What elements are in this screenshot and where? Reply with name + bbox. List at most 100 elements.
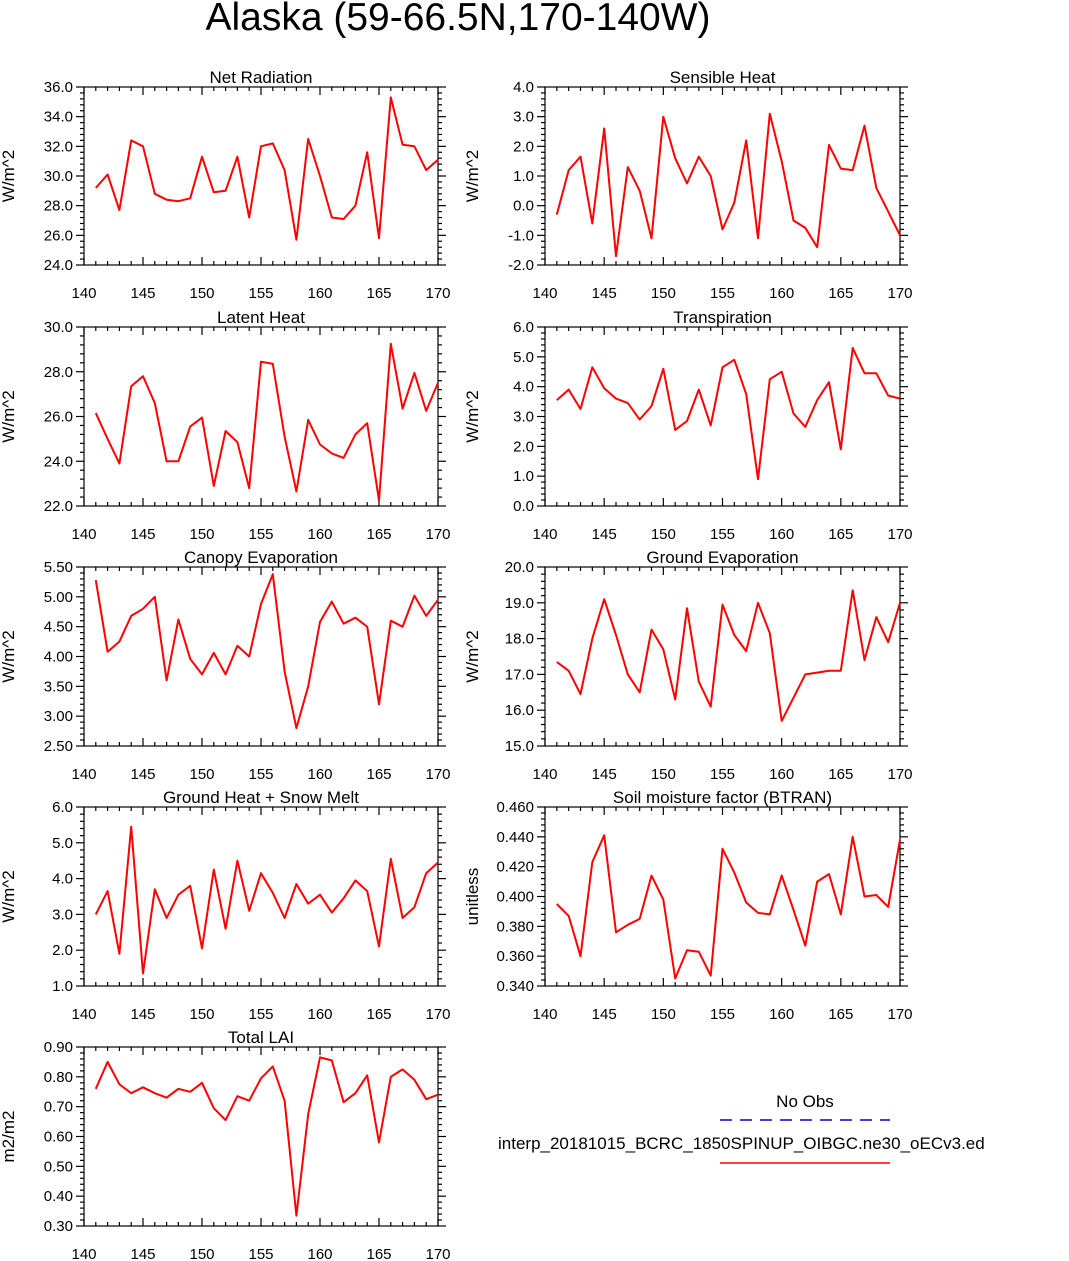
x-tick-label: 165 [828, 526, 853, 543]
x-tick-label: 150 [651, 1006, 676, 1023]
y-tick-label: 6.0 [52, 799, 73, 816]
x-tick-label: 145 [592, 766, 617, 783]
y-tick-label: 2.50 [44, 738, 73, 755]
x-tick-label: 160 [769, 766, 794, 783]
x-tick-label: 150 [189, 1006, 214, 1023]
x-tick-label: 160 [307, 526, 332, 543]
y-tick-label: 0.80 [44, 1069, 73, 1086]
y-axis-label: W/m^2 [0, 390, 18, 442]
x-tick-label: 165 [366, 1006, 391, 1023]
x-tick-label: 155 [248, 1006, 273, 1023]
y-tick-label: 4.0 [513, 79, 534, 96]
x-tick-label: 170 [425, 766, 450, 783]
y-tick-label: 28.0 [44, 198, 73, 215]
x-tick-label: 150 [651, 526, 676, 543]
y-tick-label: 3.0 [513, 409, 534, 426]
y-axis-label: W/m^2 [0, 150, 18, 202]
y-tick-label: 15.0 [505, 738, 534, 755]
y-tick-label: 0.40 [44, 1188, 73, 1205]
y-tick-label: 0.460 [496, 799, 534, 816]
x-tick-label: 170 [887, 766, 912, 783]
y-tick-label: 1.0 [52, 978, 73, 995]
y-tick-label: 0.0 [513, 498, 534, 515]
x-tick-label: 150 [189, 526, 214, 543]
plot-frame [83, 1046, 439, 1227]
x-tick-label: 140 [71, 285, 96, 302]
y-tick-label: 0.60 [44, 1129, 73, 1146]
series-line-model [94, 825, 439, 975]
y-tick-label: 2.0 [52, 942, 73, 959]
x-tick-label: 145 [592, 285, 617, 302]
y-tick-label: 0.90 [44, 1039, 73, 1056]
y-tick-label: 2.0 [513, 438, 534, 455]
y-tick-label: 4.0 [513, 379, 534, 396]
series-line-model [95, 96, 439, 241]
y-tick-label: 0.50 [44, 1158, 73, 1175]
y-tick-label: 5.0 [513, 349, 534, 366]
y-axis-label: m2/m2 [0, 1111, 18, 1163]
x-tick-label: 170 [887, 526, 912, 543]
y-tick-label: 16.0 [505, 702, 534, 719]
series-line-model [556, 346, 901, 481]
y-tick-label: 3.50 [44, 678, 73, 695]
y-axis-label: W/m^2 [463, 150, 482, 202]
panel-sensible-heat: Sensible Heat 140 145 150 155 160 165 170 -2.0 -1… [463, 68, 913, 302]
x-tick-label: 145 [130, 1006, 155, 1023]
x-tick-label: 145 [130, 766, 155, 783]
series-line-model [94, 342, 439, 502]
y-tick-label: 0.380 [496, 918, 534, 935]
x-tick-label: 155 [710, 526, 735, 543]
x-tick-label: 150 [651, 766, 676, 783]
y-tick-label: 24.0 [44, 257, 73, 274]
panel-ground-evaporation: Ground Evaporation 140 145 150 155 160 165 170 1… [463, 548, 913, 783]
panel-net-radiation: Net Radiation 140 145 150 155 160 165 170 24.0 26… [0, 68, 451, 302]
y-axis-label: W/m^2 [0, 630, 18, 682]
y-tick-label: 32.0 [44, 138, 73, 155]
y-tick-label: 0.440 [496, 829, 534, 846]
y-tick-label: 24.0 [44, 453, 73, 470]
y-tick-label: 3.0 [52, 906, 73, 923]
y-tick-label: 18.0 [505, 631, 534, 648]
x-tick-label: 170 [887, 1006, 912, 1023]
x-tick-label: 160 [769, 1006, 794, 1023]
panel-title: Sensible Heat [670, 68, 776, 87]
x-tick-label: 140 [71, 1006, 96, 1023]
y-tick-label: 6.0 [513, 319, 534, 336]
plot-frame [544, 326, 901, 507]
x-tick-label: 155 [248, 766, 273, 783]
x-tick-label: 155 [710, 1006, 735, 1023]
x-tick-label: 150 [651, 285, 676, 302]
y-tick-label: 2.0 [513, 138, 534, 155]
x-tick-label: 140 [71, 526, 96, 543]
series-line-model [556, 589, 901, 722]
x-tick-label: 165 [828, 766, 853, 783]
x-tick-label: 150 [189, 1246, 214, 1261]
panel-title: Ground Evaporation [646, 548, 798, 567]
y-tick-label: 26.0 [44, 227, 73, 244]
x-tick-label: 165 [366, 526, 391, 543]
y-tick-label: 26.0 [44, 409, 73, 426]
panel-soil-moisture-factor-btran: Soil moisture factor (BTRAN) 140 145 150 155… [463, 788, 913, 1023]
y-tick-label: 22.0 [44, 498, 73, 515]
y-tick-label: 36.0 [44, 79, 73, 96]
x-tick-label: 150 [189, 285, 214, 302]
y-tick-label: 28.0 [44, 364, 73, 381]
x-tick-label: 160 [307, 766, 332, 783]
y-tick-label: 1.0 [513, 468, 534, 485]
y-tick-label: 4.00 [44, 649, 73, 666]
x-tick-label: 165 [366, 1246, 391, 1261]
series-line-model [556, 834, 901, 980]
panel-latent-heat: Latent Heat 140 145 150 155 160 165 170 22.0 24.0… [0, 308, 451, 543]
legend-label-model: interp_20181015_BCRC_1850SPINUP_OIBGC.ne… [498, 1134, 985, 1153]
x-tick-label: 165 [828, 285, 853, 302]
y-tick-label: 0.360 [496, 948, 534, 965]
legend: No Obs interp_20181015_BCRC_1850SPINUP_O… [498, 1092, 985, 1164]
x-tick-label: 140 [532, 526, 557, 543]
y-tick-label: 5.00 [44, 589, 73, 606]
plot-frame [544, 806, 901, 987]
y-tick-label: 30.0 [44, 168, 73, 185]
y-tick-label: -1.0 [508, 227, 534, 244]
y-tick-label: 20.0 [505, 559, 534, 576]
series-line-model [94, 1056, 439, 1217]
